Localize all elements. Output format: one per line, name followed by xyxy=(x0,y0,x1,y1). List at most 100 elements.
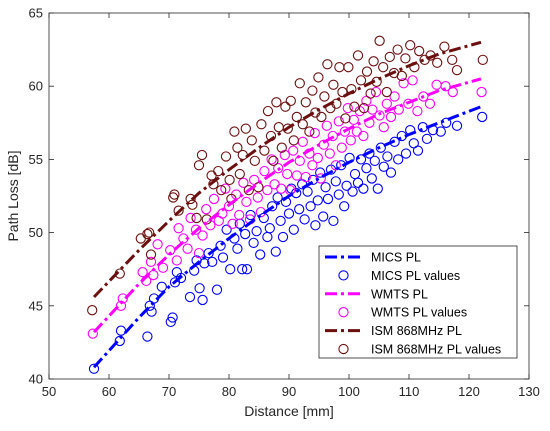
data-point xyxy=(142,228,153,240)
data-point xyxy=(342,103,353,114)
data-point xyxy=(403,98,414,109)
data-point xyxy=(358,130,369,142)
data-point xyxy=(333,189,344,200)
data-point xyxy=(305,201,316,212)
data-point xyxy=(207,256,218,268)
x-tick-label: 130 xyxy=(518,384,540,399)
data-point xyxy=(249,155,260,167)
data-point xyxy=(291,111,302,123)
data-point xyxy=(381,98,392,109)
data-point xyxy=(337,86,348,98)
data-point xyxy=(223,201,235,212)
data-point xyxy=(476,86,487,98)
data-point xyxy=(355,154,367,165)
data-point xyxy=(145,249,157,260)
legend-entry: MICS PL xyxy=(325,251,421,265)
data-point xyxy=(213,165,224,177)
data-point xyxy=(145,256,157,268)
data-point xyxy=(374,110,385,121)
data-point xyxy=(262,105,274,117)
legend-entry: MICS PL values xyxy=(338,269,460,283)
data-point xyxy=(412,145,424,156)
y-axis-label: Path Loss [dB] xyxy=(5,150,21,241)
data-point xyxy=(157,262,169,273)
data-point xyxy=(384,51,395,63)
data-point xyxy=(310,220,321,231)
data-point xyxy=(322,59,333,70)
data-point xyxy=(255,249,266,260)
legend-marker-swatch xyxy=(338,343,349,355)
data-point xyxy=(313,72,324,83)
data-point xyxy=(193,160,205,171)
data-point xyxy=(318,211,329,222)
data-point xyxy=(340,113,351,124)
data-point xyxy=(300,171,311,183)
data-point xyxy=(385,167,397,178)
data-layer xyxy=(87,35,488,374)
data-point xyxy=(324,148,335,159)
data-point xyxy=(366,173,377,184)
data-point xyxy=(355,75,367,86)
data-point xyxy=(246,135,257,146)
data-point xyxy=(327,130,338,142)
data-point xyxy=(221,224,232,235)
legend-entry: WMTS PL xyxy=(325,287,428,301)
data-point xyxy=(348,114,359,126)
data-point xyxy=(361,66,373,77)
data-point xyxy=(300,97,311,108)
data-point xyxy=(114,335,125,347)
data-point xyxy=(312,195,323,206)
data-point xyxy=(185,193,196,205)
data-point xyxy=(245,209,256,221)
data-point xyxy=(322,193,334,205)
data-point xyxy=(477,54,488,65)
data-point xyxy=(227,218,238,229)
data-point xyxy=(146,306,157,317)
data-point xyxy=(215,240,226,251)
data-point xyxy=(370,86,382,98)
data-point xyxy=(358,103,370,114)
data-point xyxy=(229,126,240,137)
data-point xyxy=(240,123,251,134)
data-point xyxy=(277,231,289,243)
data-point xyxy=(224,174,235,186)
data-point xyxy=(197,230,208,241)
data-point xyxy=(259,165,270,177)
legend-entry: ISM 868MHz PL xyxy=(325,324,462,338)
data-point xyxy=(352,177,364,188)
data-point xyxy=(232,142,243,153)
data-point xyxy=(294,204,305,215)
data-point xyxy=(375,142,386,153)
data-point xyxy=(171,255,182,266)
data-point xyxy=(256,119,267,130)
axes-layer: 50 60 70 80 90 100 110 120 130 40 45 50 55 60 65 xyxy=(29,6,540,400)
x-tick-label: 50 xyxy=(42,384,56,399)
mics-pl-line xyxy=(92,105,482,369)
data-point xyxy=(237,264,248,275)
data-point xyxy=(87,305,98,316)
data-point xyxy=(234,209,245,221)
data-point xyxy=(424,98,436,109)
y-tick-label: 45 xyxy=(29,298,43,313)
data-point xyxy=(330,160,341,171)
data-point xyxy=(336,142,347,153)
legend-label: MICS PL xyxy=(371,251,421,265)
data-point xyxy=(418,91,429,102)
data-point xyxy=(216,184,227,196)
y-tick-label: 65 xyxy=(29,6,43,21)
x-tick-label: 70 xyxy=(162,384,176,399)
data-point xyxy=(304,126,315,137)
data-point xyxy=(259,145,270,156)
data-point xyxy=(392,44,403,55)
data-point xyxy=(194,283,205,294)
data-point xyxy=(267,201,278,212)
legend-label: WMTS PL values xyxy=(371,306,467,320)
data-point xyxy=(400,53,411,64)
data-point xyxy=(378,161,389,172)
data-point xyxy=(282,168,293,180)
data-point xyxy=(421,133,433,145)
data-point xyxy=(276,142,287,153)
data-point xyxy=(400,148,412,159)
data-point xyxy=(285,95,296,106)
